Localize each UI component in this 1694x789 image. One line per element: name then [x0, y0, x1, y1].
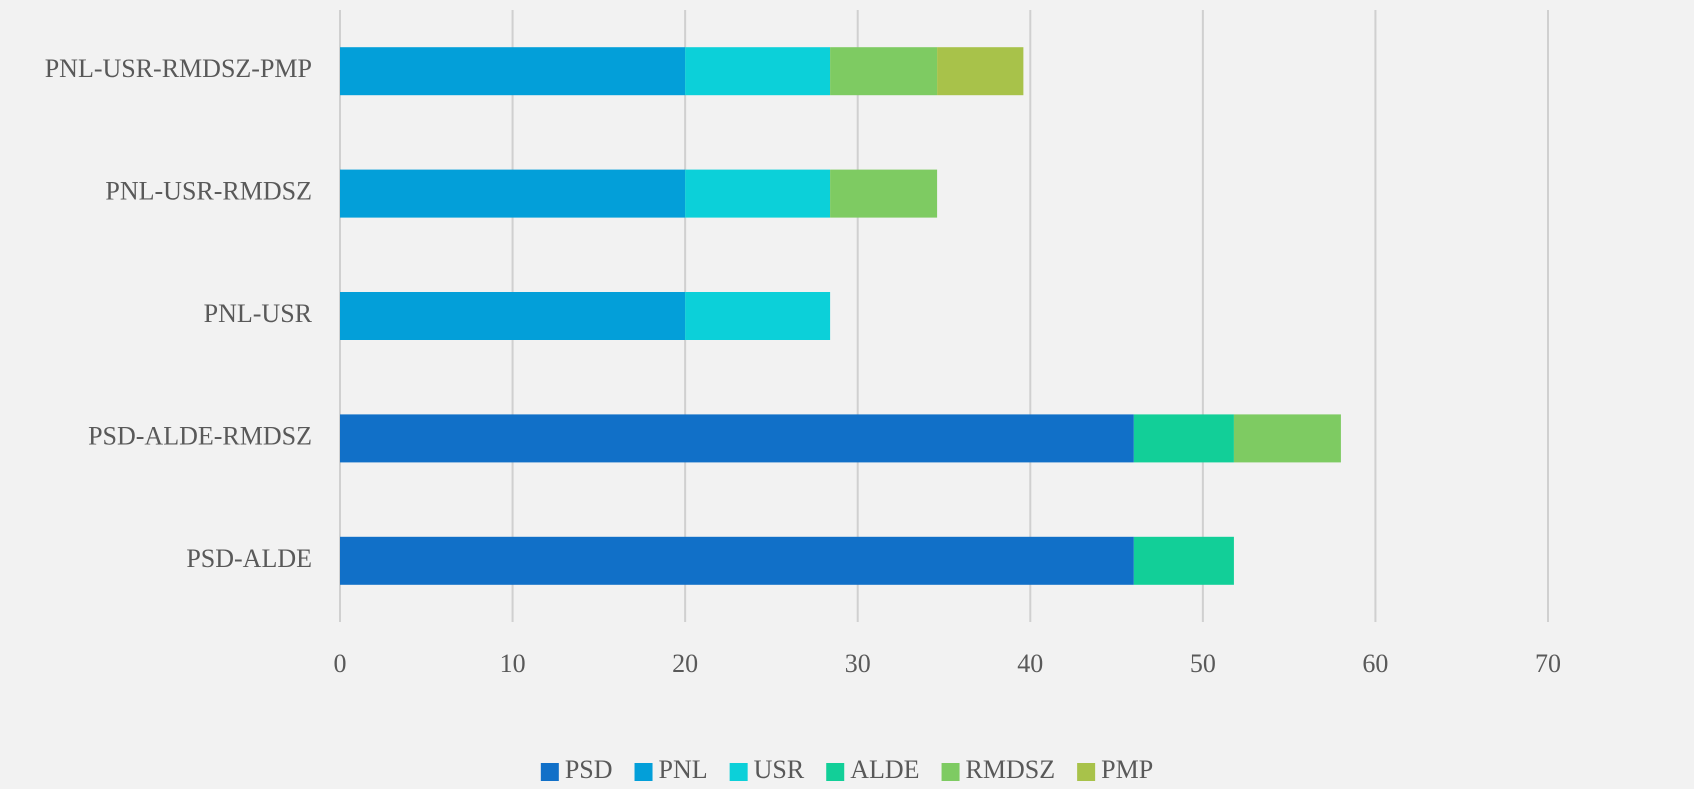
bar-segment [340, 536, 1134, 585]
x-tick-label: 50 [1190, 649, 1216, 678]
legend-swatch [1077, 763, 1096, 781]
bar-segment [685, 169, 831, 218]
bar-segment [937, 47, 1024, 96]
legend-label: PMP [1101, 755, 1153, 784]
legend-swatch [941, 763, 960, 781]
bar-segment [340, 169, 686, 218]
legend-swatch [729, 763, 748, 781]
legend-label: ALDE [850, 755, 919, 784]
legend-swatch [826, 763, 845, 781]
bar-segment [685, 292, 831, 340]
x-tick-label: 10 [500, 649, 526, 678]
legend-label: RMDSZ [966, 755, 1056, 784]
bar-segment [685, 47, 831, 96]
bar-segment [340, 292, 686, 340]
x-tick-label: 30 [845, 649, 871, 678]
x-tick-label: 70 [1535, 649, 1561, 678]
y-tick-label: PNL-USR-RMDSZ [105, 177, 312, 206]
legend-label: USR [754, 755, 805, 784]
legend-swatch [634, 763, 653, 781]
x-tick-label: 0 [334, 649, 347, 678]
x-tick-label: 60 [1362, 649, 1388, 678]
bar-segment [1133, 536, 1234, 585]
y-tick-label: PSD-ALDE-RMDSZ [88, 421, 312, 450]
legend-swatch [540, 763, 559, 781]
bar-segment [830, 169, 938, 218]
y-tick-label: PNL-USR [204, 299, 313, 328]
bar-segment [340, 414, 1134, 463]
bar-segment [1233, 414, 1341, 463]
y-tick-label: PSD-ALDE [186, 544, 312, 573]
x-tick-label: 20 [672, 649, 698, 678]
legend-label: PNL [659, 755, 708, 784]
x-tick-label: 40 [1017, 649, 1043, 678]
bar-segment [830, 47, 938, 96]
legend-label: PSD [565, 755, 613, 784]
bar-segment [1133, 414, 1234, 463]
y-tick-label: PNL-USR-RMDSZ-PMP [45, 54, 312, 83]
bar-segment [340, 47, 686, 96]
